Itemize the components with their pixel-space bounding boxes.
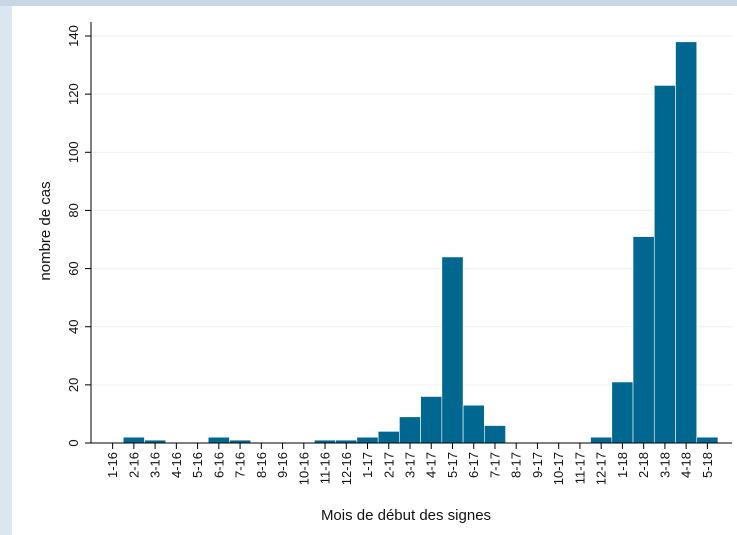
- x-tick-label: 9-16: [275, 452, 290, 478]
- y-tick-labels: 0 20 40 60 80 100 120 140: [66, 25, 81, 446]
- bar: [484, 425, 506, 444]
- bar: [356, 436, 379, 444]
- bar: [653, 85, 676, 444]
- bar: [462, 404, 485, 444]
- x-tick-label: 6-16: [211, 452, 226, 478]
- y-axis-title: nombre de cas: [37, 181, 54, 280]
- x-tick-label: 8-17: [509, 452, 524, 478]
- x-tick-label: 10-16: [296, 452, 311, 485]
- y-tick-label: 100: [66, 141, 81, 163]
- histogram-chart: 0 20 40 60 80 100 120 140 1-16 2-16 3-16 4-16 5-16 6…: [37, 22, 732, 524]
- x-tick-label: 5-17: [445, 452, 460, 478]
- x-tick-label: 1-17: [360, 452, 375, 478]
- x-tick-label: 3-17: [403, 452, 418, 478]
- y-tick-label: 40: [66, 319, 81, 333]
- y-tick-label: 140: [66, 25, 81, 47]
- x-tick-label: 3-16: [148, 452, 163, 478]
- y-tick-label: 80: [66, 203, 81, 217]
- bar: [441, 256, 464, 444]
- x-tick-label: 11-16: [318, 452, 333, 484]
- bars: [122, 41, 719, 444]
- bar: [675, 41, 698, 444]
- x-tick-label: 2-16: [126, 452, 141, 478]
- y-tick-label: 0: [66, 439, 81, 446]
- x-tick-label: 1-18: [615, 452, 630, 478]
- header-strip: [0, 0, 737, 6]
- x-tick-label: 2-18: [636, 452, 651, 478]
- bar: [632, 236, 655, 444]
- x-tick-label: 7-17: [487, 452, 502, 478]
- x-axis-title: Mois de début des signes: [321, 507, 491, 524]
- bar: [377, 431, 400, 444]
- x-tick-label: 10-17: [551, 452, 566, 485]
- y-tick-label: 20: [66, 378, 81, 392]
- bar: [207, 436, 230, 444]
- x-tick-label: 1-16: [105, 452, 120, 478]
- bar: [696, 436, 719, 444]
- x-tick-label: 11-17: [572, 452, 587, 484]
- x-tick-label: 6-17: [466, 452, 481, 478]
- y-tick-label: 120: [66, 83, 81, 105]
- bar: [399, 416, 421, 444]
- x-tick-label: 2-17: [381, 452, 396, 478]
- x-tick-label: 12-17: [594, 452, 609, 485]
- y-tick-label: 60: [66, 261, 81, 275]
- chart-panel: 0 20 40 60 80 100 120 140 1-16 2-16 3-16 4-16 5-16 6…: [12, 6, 737, 535]
- x-tick-label: 3-18: [657, 452, 672, 478]
- x-tick-label: 12-16: [339, 452, 354, 485]
- bar: [420, 396, 443, 444]
- x-tick-label: 4-18: [679, 452, 694, 478]
- bar: [590, 436, 613, 444]
- bar: [611, 381, 634, 444]
- x-tick-label: 4-16: [169, 452, 184, 478]
- x-tick-labels: 1-16 2-16 3-16 4-16 5-16 6-16 7-16 8-16 9-16 10-1…: [105, 452, 715, 485]
- x-tick-label: 8-16: [254, 452, 269, 478]
- x-tick-label: 7-16: [233, 452, 248, 478]
- x-tick-label: 5-16: [190, 452, 205, 478]
- x-tick-label: 5-18: [700, 452, 715, 478]
- x-tick-label: 9-17: [530, 452, 545, 478]
- bar: [122, 436, 145, 444]
- x-tick-label: 4-17: [424, 452, 439, 478]
- axes: [85, 22, 732, 449]
